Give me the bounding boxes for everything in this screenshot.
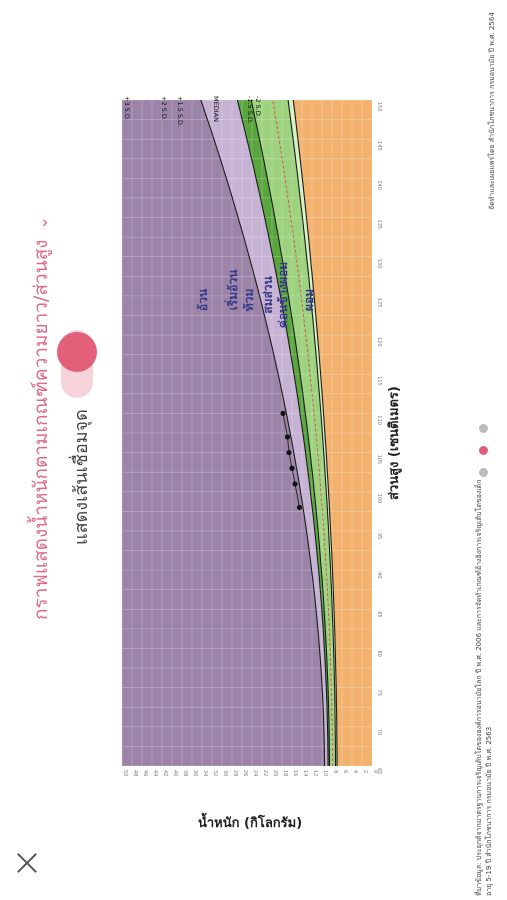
y-tick-label: 50 <box>122 770 128 776</box>
x-tick-label: 150 <box>376 102 382 112</box>
curve-label: -1.5 S.D. <box>246 96 254 124</box>
y-tick-label: 40 <box>172 770 178 776</box>
data-point <box>296 504 303 511</box>
curve-label: -2 S.D. <box>254 96 262 118</box>
zone-label: อ้วน <box>196 288 210 311</box>
y-tick-label: 12 <box>312 770 318 776</box>
x-tick-label: 100 <box>376 494 382 504</box>
y-tick-label: 42 <box>162 770 168 776</box>
y-tick-label: 26 <box>242 770 248 776</box>
toggle-knob <box>57 332 97 372</box>
connect-points-toggle[interactable] <box>57 330 97 398</box>
zone-normal <box>251 100 336 766</box>
x-axis-label: ส่วนสูง (เซนติเมตร) <box>387 386 402 500</box>
page-dot[interactable] <box>479 424 488 433</box>
sd-curve <box>287 99 337 766</box>
data-point <box>280 410 286 417</box>
y-tick-label: 34 <box>202 770 208 776</box>
x-tick-label: 110 <box>376 415 382 425</box>
data-point <box>292 481 298 487</box>
curve-label: MEDIAN <box>212 96 220 122</box>
y-tick-label: 46 <box>142 770 148 776</box>
y-tick-label: 38 <box>182 770 188 776</box>
y-tick-label: 22 <box>262 770 268 776</box>
x-tick-label: 130 <box>376 259 382 269</box>
sd-curve <box>250 99 331 766</box>
sd-curve <box>236 99 329 766</box>
y-tick-label: 6 <box>342 770 348 773</box>
y-tick-label: 28 <box>232 770 238 776</box>
y-tick-label: 18 <box>282 770 288 776</box>
curve-label: +3 S.D. <box>123 96 131 121</box>
y-tick-label: 48 <box>132 770 138 776</box>
y-tick-label: 16 <box>292 770 298 776</box>
zone-label: ค่อนข้างผอม <box>276 262 290 328</box>
y-tick-label: 36 <box>192 770 198 776</box>
footnote-line2: อายุ 5-19 ปี สำนักโภชนาการ กรมอนามัย ปี … <box>485 726 493 896</box>
curve-label: +2 S.D. <box>160 96 168 121</box>
page-dot[interactable] <box>479 468 488 477</box>
y-axis-label: น้ำหนัก (กิโลกรัม) <box>198 816 303 831</box>
sd-curve <box>200 99 326 766</box>
zone-label: สมส่วน <box>261 275 275 313</box>
data-point <box>286 449 292 456</box>
y-tick-label: 0 <box>372 770 378 773</box>
y-tick-label: 4 <box>352 770 358 773</box>
x-tick-label: 105 <box>376 455 382 465</box>
x-tick-label: 80 <box>376 650 382 656</box>
x-tick-label: 70 <box>376 729 382 735</box>
y-tick-label: 32 <box>212 770 218 776</box>
x-tick-label: 125 <box>376 298 382 308</box>
x-tick-label: 65 <box>376 768 382 774</box>
x-tick-label: 135 <box>376 220 382 230</box>
footnote-credit: จัดทำและเผยแพร่โดย สำนักโภชนาการ กรมอนาม… <box>488 12 496 210</box>
zone-obese <box>122 100 325 766</box>
y-tick-label: 2 <box>362 770 368 773</box>
y-tick-label: 24 <box>252 770 258 776</box>
zone-label: ผอม <box>302 289 316 311</box>
data-line <box>282 413 300 508</box>
data-point <box>289 465 295 471</box>
x-tick-label: 140 <box>376 180 382 190</box>
page-dot[interactable] <box>479 446 488 455</box>
x-tick-label: 90 <box>376 572 382 578</box>
x-tick-label: 95 <box>376 533 382 539</box>
curve-label: +1.5 S.D. <box>176 96 184 127</box>
x-tick-label: 145 <box>376 141 382 151</box>
y-tick-label: 14 <box>302 770 308 776</box>
x-tick-label: 120 <box>376 337 382 347</box>
sd-curve <box>272 99 333 766</box>
zone-label: เริ่มอ้วน <box>224 269 240 310</box>
y-tick-label: 8 <box>332 770 338 773</box>
data-point <box>284 434 291 440</box>
x-tick-label: 85 <box>376 611 382 617</box>
y-tick-label: 20 <box>272 770 278 776</box>
zone-label: ท้วม <box>242 289 256 312</box>
x-tick-label: 115 <box>376 376 382 386</box>
sd-curve <box>292 99 338 766</box>
y-tick-label: 10 <box>322 770 328 776</box>
y-tick-label: 30 <box>222 770 228 776</box>
y-tick-label: 44 <box>152 770 158 776</box>
x-tick-label: 75 <box>376 690 382 696</box>
